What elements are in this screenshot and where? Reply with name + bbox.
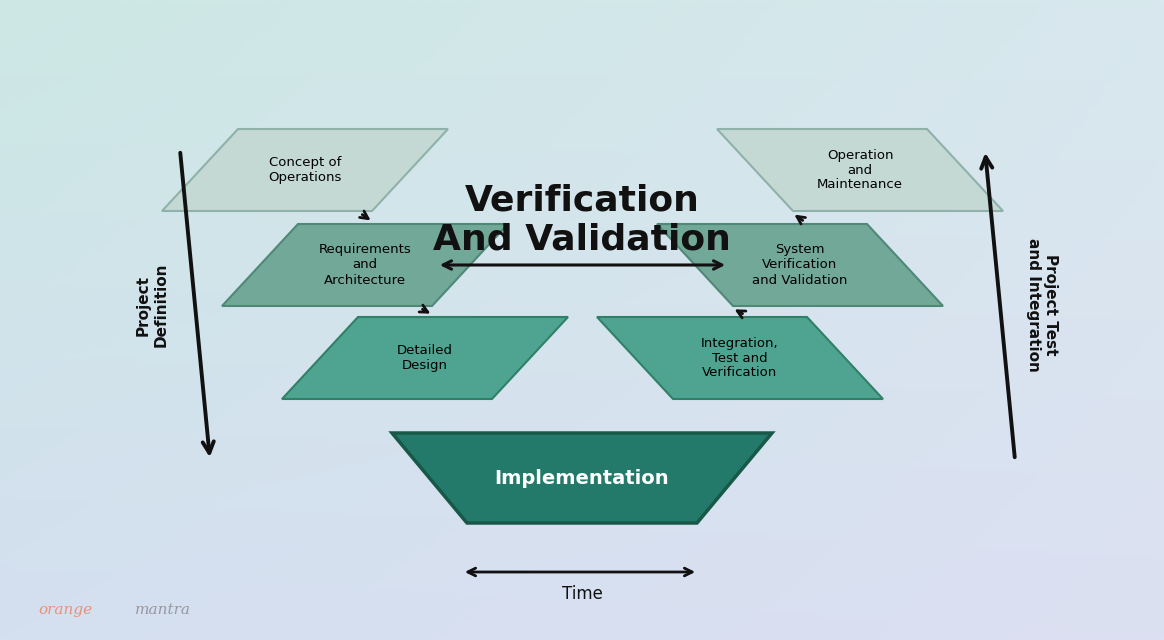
Text: Integration,
Test and
Verification: Integration, Test and Verification xyxy=(701,337,779,380)
Text: Requirements
and
Architecture: Requirements and Architecture xyxy=(319,243,411,287)
Text: Implementation: Implementation xyxy=(495,468,669,488)
Text: mantra: mantra xyxy=(135,603,191,617)
Polygon shape xyxy=(392,433,772,523)
Polygon shape xyxy=(597,317,883,399)
Text: Detailed
Design: Detailed Design xyxy=(397,344,453,372)
Text: Project Test
and Integration: Project Test and Integration xyxy=(1025,238,1058,372)
Polygon shape xyxy=(162,129,448,211)
Polygon shape xyxy=(717,129,1003,211)
Text: Operation
and
Maintenance: Operation and Maintenance xyxy=(817,148,903,191)
Text: orange: orange xyxy=(38,603,92,617)
Polygon shape xyxy=(282,317,568,399)
Text: System
Verification
and Validation: System Verification and Validation xyxy=(752,243,847,287)
Polygon shape xyxy=(222,224,508,306)
Text: Project
Definition: Project Definition xyxy=(136,263,169,348)
Text: Concept of
Operations: Concept of Operations xyxy=(269,156,342,184)
Text: Time: Time xyxy=(561,585,603,603)
Polygon shape xyxy=(656,224,943,306)
Text: Verification
And Validation: Verification And Validation xyxy=(433,183,731,257)
